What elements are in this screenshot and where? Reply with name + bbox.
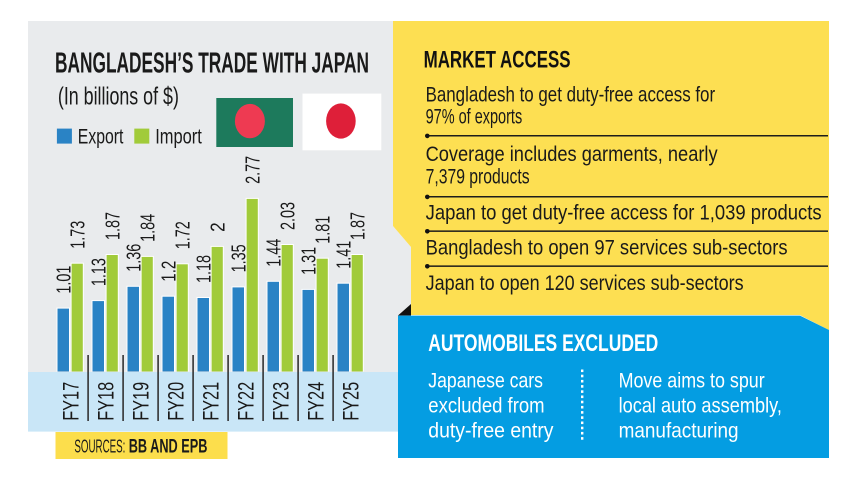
svg-text:1.2: 1.2 <box>159 261 181 282</box>
svg-text:FY23: FY23 <box>268 382 293 421</box>
svg-text:BANGLADESH’S TRADE WITH JAPAN: BANGLADESH’S TRADE WITH JAPAN <box>55 48 369 80</box>
svg-text:local auto assembly,: local auto assembly, <box>619 394 782 418</box>
svg-text:97% of exports: 97% of exports <box>426 105 523 129</box>
svg-text:FY24: FY24 <box>303 382 328 421</box>
svg-text:FY20: FY20 <box>163 382 188 421</box>
svg-text:2: 2 <box>208 222 230 232</box>
svg-text:(In billions of $): (In billions of $) <box>58 83 179 111</box>
svg-text:Coverage includes garments, ne: Coverage includes garments, nearly <box>426 142 718 166</box>
svg-text:FY17: FY17 <box>58 382 83 421</box>
svg-text:1.01: 1.01 <box>54 266 76 294</box>
svg-text:Bangladesh to open 97 services: Bangladesh to open 97 services sub-secto… <box>426 236 788 260</box>
svg-text:excluded from: excluded from <box>428 394 544 418</box>
svg-text:1.41: 1.41 <box>334 241 356 269</box>
svg-text:2.77: 2.77 <box>243 156 265 184</box>
svg-text:1.87: 1.87 <box>103 212 125 240</box>
svg-text:FY25: FY25 <box>338 382 363 421</box>
svg-text:1.31: 1.31 <box>299 247 321 275</box>
svg-text:1.81: 1.81 <box>313 216 335 244</box>
svg-text:1.18: 1.18 <box>194 255 216 283</box>
svg-text:MARKET ACCESS: MARKET ACCESS <box>424 47 571 74</box>
svg-text:FY19: FY19 <box>128 382 153 421</box>
svg-text:1.13: 1.13 <box>89 258 111 286</box>
svg-text:1.73: 1.73 <box>68 221 90 249</box>
svg-text:1.35: 1.35 <box>229 244 251 272</box>
svg-text:1.87: 1.87 <box>348 212 370 240</box>
svg-text:AUTOMOBILES EXCLUDED: AUTOMOBILES EXCLUDED <box>428 330 658 357</box>
svg-text:duty-free entry: duty-free entry <box>428 419 553 443</box>
svg-text:Bangladesh to get duty-free ac: Bangladesh to get duty-free access for <box>426 83 715 107</box>
svg-text:1.72: 1.72 <box>173 221 195 249</box>
svg-text:Import: Import <box>155 124 202 148</box>
svg-text:1.44: 1.44 <box>264 239 286 267</box>
svg-text:Japan to open 120 services sub: Japan to open 120 services sub-sectors <box>426 271 744 295</box>
svg-text:2.03: 2.03 <box>278 202 300 230</box>
svg-text:BB AND EPB: BB AND EPB <box>129 436 208 458</box>
svg-text:Japanese cars: Japanese cars <box>428 369 543 393</box>
svg-text:FY18: FY18 <box>93 382 118 421</box>
svg-text:Export: Export <box>78 124 124 148</box>
svg-text:1.84: 1.84 <box>138 214 160 242</box>
svg-text:manufacturing: manufacturing <box>619 419 739 443</box>
svg-text:1.36: 1.36 <box>124 244 146 272</box>
svg-text:FY22: FY22 <box>233 382 258 421</box>
svg-text:Japan to get duty-free access: Japan to get duty-free access for 1,039 … <box>426 201 822 225</box>
svg-text:Move aims to spur: Move aims to spur <box>619 369 765 393</box>
svg-text:SOURCES:: SOURCES: <box>74 437 125 457</box>
svg-text:FY21: FY21 <box>198 382 223 421</box>
svg-text:7,379 products: 7,379 products <box>426 165 530 189</box>
